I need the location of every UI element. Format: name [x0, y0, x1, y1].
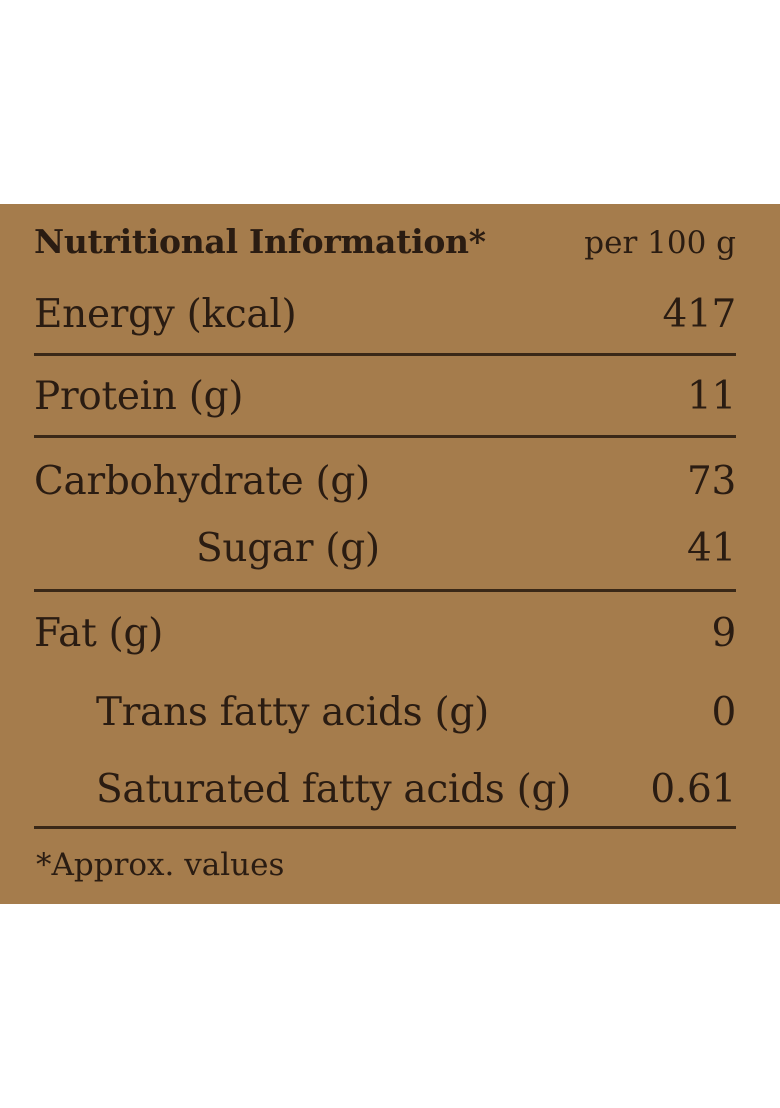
table-header: Nutritional Information* per 100 g	[34, 222, 736, 261]
row-divider	[34, 589, 736, 592]
row-value: 41	[686, 526, 736, 571]
table-heading: Nutritional Information*	[34, 222, 486, 261]
table-row-energy: Energy (kcal) 417	[34, 292, 736, 337]
table-row-carbohydrate: Carbohydrate (g) 73	[34, 459, 736, 504]
table-row-protein: Protein (g) 11	[34, 374, 736, 419]
row-label: Saturated fatty acids (g)	[96, 767, 572, 812]
row-label: Fat (g)	[34, 611, 164, 656]
row-value: 0.61	[650, 767, 736, 812]
row-divider	[34, 435, 736, 438]
nutrition-table: Nutritional Information* per 100 g Energ…	[0, 204, 780, 904]
row-divider	[34, 353, 736, 356]
row-value: 11	[686, 374, 736, 419]
row-value: 73	[686, 459, 736, 504]
row-value: 417	[662, 292, 736, 337]
row-value: 0	[711, 690, 736, 735]
row-divider	[34, 826, 736, 829]
table-row-sugar: Sugar (g) 41	[196, 526, 736, 571]
row-label: Energy (kcal)	[34, 292, 297, 337]
table-row-fat: Fat (g) 9	[34, 611, 736, 656]
row-label: Carbohydrate (g)	[34, 459, 370, 504]
row-label: Trans fatty acids (g)	[96, 690, 489, 735]
row-value: 9	[711, 611, 736, 656]
row-label: Sugar (g)	[196, 526, 380, 571]
row-label: Protein (g)	[34, 374, 244, 419]
table-row-trans-fat: Trans fatty acids (g) 0	[96, 690, 736, 735]
per-unit-label: per 100 g	[584, 225, 736, 261]
footnote: *Approx. values	[36, 847, 285, 883]
table-row-saturated-fat: Saturated fatty acids (g) 0.61	[96, 767, 736, 812]
